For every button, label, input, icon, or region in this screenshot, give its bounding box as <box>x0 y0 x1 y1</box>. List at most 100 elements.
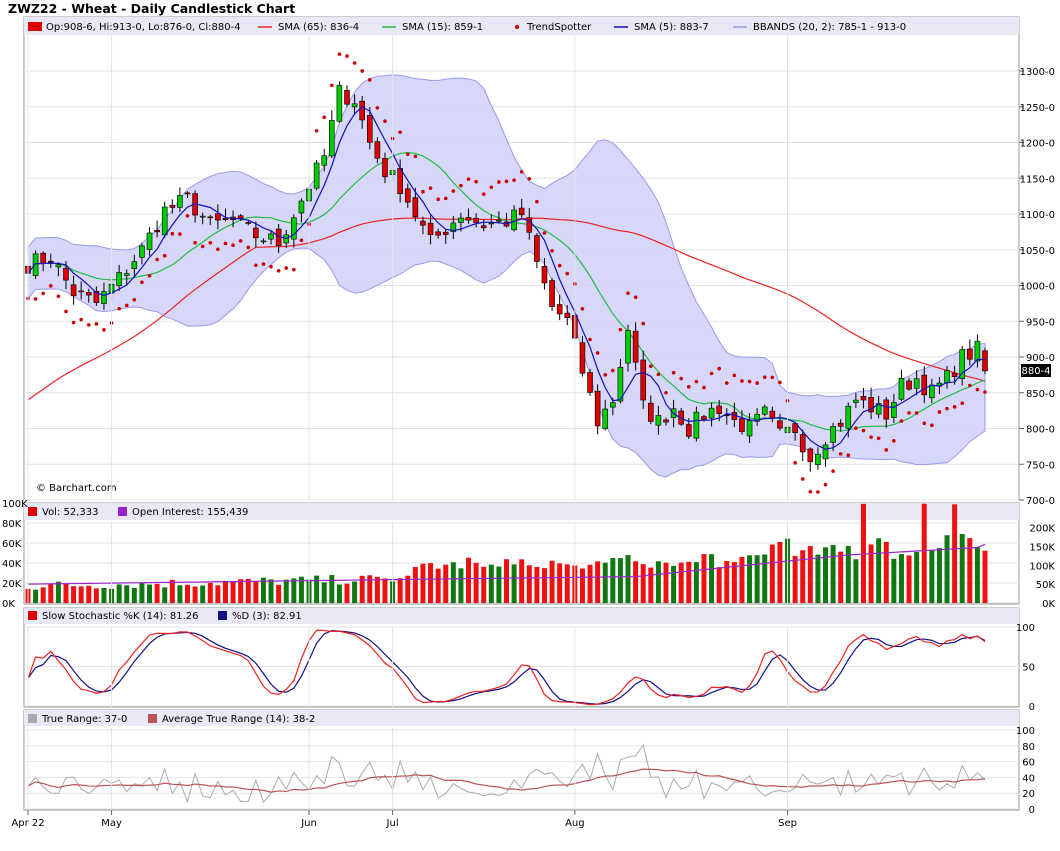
price-tick-label: 1300-0 <box>1020 67 1055 78</box>
true-range-panel: 100 80 60 40 20 0 True Range: 37-0 Average Tr… <box>23 709 1035 816</box>
x-axis: Apr 22 May Jun Jul Aug Sep <box>11 35 797 829</box>
volume-bar <box>534 566 540 603</box>
trend-dot <box>732 373 737 378</box>
trend-dot <box>367 78 372 82</box>
candle-body <box>746 420 753 437</box>
stoch-tick-label: 50 <box>1022 663 1035 674</box>
volume-bar <box>40 587 46 603</box>
legend-price-swatch <box>28 22 42 31</box>
volume-bar <box>898 554 904 603</box>
candle-body <box>154 229 160 233</box>
volume-bar <box>868 544 874 603</box>
candle-body <box>473 217 479 223</box>
trend-dot <box>975 387 980 392</box>
candle-body <box>564 312 571 319</box>
volume-bar <box>162 587 168 603</box>
trend-dot <box>588 337 592 342</box>
candle-body <box>830 426 836 443</box>
volume-bar <box>481 566 487 603</box>
candle-body <box>944 370 950 384</box>
trend-dot <box>33 297 38 301</box>
trend-dot <box>428 186 433 191</box>
volume-bar <box>853 559 859 603</box>
trend-dot <box>193 240 197 245</box>
candle-body <box>807 448 814 463</box>
trend-dot <box>846 453 851 458</box>
trend-dot <box>740 379 744 383</box>
candle-body <box>974 340 981 362</box>
candle-body <box>648 402 654 422</box>
trend-dot <box>793 461 797 465</box>
candle-body <box>906 380 912 390</box>
candle-body <box>313 162 320 189</box>
tr-tick-label: 0 <box>1029 805 1035 816</box>
volume-bar <box>443 564 449 603</box>
volume-bar <box>473 562 479 603</box>
candle-body <box>655 415 662 426</box>
candle-body <box>837 422 844 427</box>
candle-body <box>891 401 897 418</box>
trend-dot <box>717 366 721 371</box>
candle-body <box>594 390 601 427</box>
trend-dot <box>261 262 266 266</box>
trend-dot <box>231 243 235 248</box>
candle-body <box>853 399 859 403</box>
volume-bar <box>579 568 585 603</box>
trend-dot <box>542 231 547 235</box>
legend-sma15: SMA (15): 859-1 <box>402 22 483 33</box>
candle-body <box>518 207 525 216</box>
trend-dot <box>800 477 805 481</box>
volume-bar <box>640 564 646 603</box>
volume-bar <box>314 575 320 603</box>
trend-dot <box>762 375 767 380</box>
candle-body <box>815 453 821 466</box>
volume-bar <box>55 581 61 603</box>
volume-bar <box>617 558 623 603</box>
candle-body <box>85 292 92 296</box>
stochastic-panel: 100 50 0 Slow Stochastic %K (14): 81.26 %D… <box>23 607 1035 713</box>
candle-body <box>959 349 966 379</box>
legend-stochd: %D (3): 82.91 <box>232 611 302 622</box>
candle-body <box>442 231 449 235</box>
volume-bar <box>693 562 699 603</box>
candle-body <box>929 384 935 399</box>
trend-dot <box>360 69 364 73</box>
trend-dot <box>565 271 570 276</box>
candle-body <box>761 406 768 415</box>
volume-bar <box>769 544 775 603</box>
volume-bar <box>321 582 327 603</box>
candle-body <box>329 120 335 157</box>
volume-bar <box>823 547 828 603</box>
volume-bar <box>496 566 502 603</box>
tr-tick-label: 60 <box>1022 758 1035 769</box>
volume-bar <box>974 546 980 603</box>
volume-bar <box>807 546 813 603</box>
legend-trend: TrendSpotter <box>526 22 592 33</box>
candle-body <box>549 280 555 307</box>
trend-dot <box>960 401 965 406</box>
true-range-axis: 100 80 60 40 20 0 <box>1016 726 1035 816</box>
volume-bar <box>458 568 464 603</box>
volume-bar <box>967 538 973 603</box>
volume-bar <box>633 561 639 603</box>
volume-bar <box>139 582 145 603</box>
vol-tick-label-right: 0K <box>1042 599 1055 610</box>
volume-bar <box>192 586 198 603</box>
volume-bar <box>78 586 84 603</box>
trend-dot <box>124 303 129 308</box>
candle-body <box>374 141 381 159</box>
trend-dot <box>778 380 782 385</box>
volume-bar <box>610 558 616 603</box>
volume-bar <box>245 578 251 603</box>
volume-bar <box>435 568 441 603</box>
trend-dot <box>246 245 251 250</box>
candle-body <box>496 219 502 222</box>
trend-dot <box>451 189 456 193</box>
true-range-line <box>27 743 986 804</box>
trend-dot <box>497 180 501 184</box>
open-interest-line <box>27 543 986 585</box>
candle-body <box>967 348 973 360</box>
price-tick-label: 1250-0 <box>1020 103 1055 114</box>
volume-bar <box>655 561 661 603</box>
